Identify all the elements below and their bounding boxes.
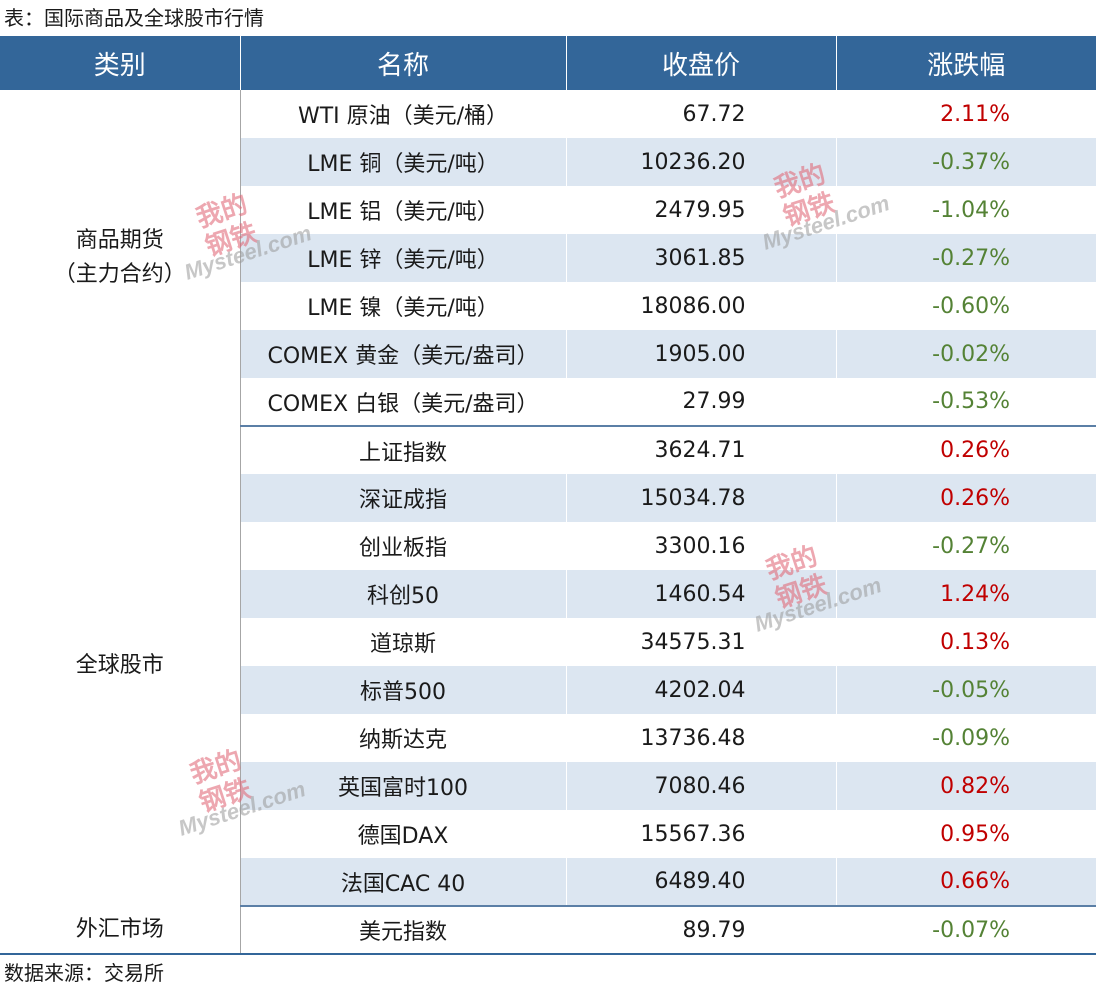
header-name: 名称: [240, 36, 567, 90]
name-cell: COMEX 黄金（美元/盎司）: [240, 330, 567, 378]
name-cell: 美元指数: [240, 906, 567, 955]
close-price-cell: 2479.95: [566, 186, 837, 234]
table-row: 科创50 1460.54 1.24%: [0, 570, 1096, 618]
name-cell: 法国CAC 40: [240, 858, 567, 907]
table-row: 创业板指 3300.16 -0.27%: [0, 522, 1096, 570]
table-row: 商品期货 （主力合约） WTI 原油（美元/桶） 67.72 2.11%: [0, 90, 1096, 426]
table-row: LME 锌（美元/吨） 3061.85 -0.27%: [0, 234, 1096, 282]
close-price-cell: 3061.85: [566, 234, 837, 282]
name-cell: 科创50: [240, 570, 567, 618]
close-price-cell: 10236.20: [566, 138, 837, 186]
table-row: COMEX 黄金（美元/盎司） 1905.00 -0.02%: [0, 330, 1096, 378]
category-label: 商品期货: [75, 228, 164, 253]
change-percent-cell: 0.66%: [836, 858, 1096, 907]
name-cell: 标普500: [240, 666, 567, 714]
close-price-cell: 67.72: [566, 90, 837, 138]
source-note: 数据来源：交易所: [4, 961, 164, 985]
table-body: 商品期货 （主力合约） WTI 原油（美元/桶） 67.72 2.11% LME 铜（美元…: [0, 90, 1096, 955]
change-percent-cell: -0.27%: [836, 234, 1096, 282]
change-percent-cell: 1.24%: [836, 570, 1096, 618]
name-cell: COMEX 白银（美元/盎司）: [240, 378, 567, 427]
close-price-cell: 18086.00: [566, 282, 837, 330]
close-price-cell: 4202.04: [566, 666, 837, 714]
table-row: 深证成指 15034.78 0.26%: [0, 474, 1096, 522]
change-percent-cell: 2.11%: [940, 101, 1010, 127]
close-price-cell: 3300.16: [566, 522, 837, 570]
close-price-cell: 13736.48: [566, 714, 837, 762]
close-price-cell: 7080.46: [566, 762, 837, 810]
table-row: 道琼斯 34575.31 0.13%: [0, 618, 1096, 666]
close-price-cell: 89.79: [566, 906, 837, 955]
table-row: 外汇市场 美元指数 89.79 -0.07%: [0, 906, 1096, 955]
change-percent-cell: -0.09%: [932, 725, 1010, 751]
close-price-cell: 3624.71: [566, 426, 837, 474]
category-cell: 全球股市: [0, 426, 241, 906]
table-header: 类别 名称 收盘价 涨跌幅: [0, 36, 1096, 90]
name-cell: 纳斯达克: [240, 714, 567, 762]
table-row: LME 铜（美元/吨） 10236.20 -0.37%: [0, 138, 1096, 186]
table-caption: 表：国际商品及全球股市行情: [4, 6, 264, 30]
name-cell: LME 锌（美元/吨）: [240, 234, 567, 282]
close-price-cell: 6489.40: [566, 858, 837, 907]
category-cell: 外汇市场: [0, 906, 241, 955]
change-percent-cell: 0.82%: [836, 762, 1096, 810]
category-label: 外汇市场: [75, 916, 164, 942]
name-cell: LME 铜（美元/吨）: [240, 138, 567, 186]
close-price-cell: 1905.00: [566, 330, 837, 378]
change-percent-cell: -0.02%: [836, 330, 1096, 378]
table-row: LME 镍（美元/吨） 18086.00 -0.60%: [0, 282, 1096, 330]
header-category: 类别: [0, 36, 241, 90]
close-price-cell: 34575.31: [566, 618, 837, 666]
change-percent-cell: -1.04%: [932, 197, 1010, 223]
change-percent-cell: -0.53%: [836, 378, 1096, 427]
market-table: 类别 名称 收盘价 涨跌幅 商品期货 （主力合约） WTI 原油（美元/桶） 67.7…: [0, 36, 1096, 955]
table-row: 英国富时100 7080.46 0.82%: [0, 762, 1096, 810]
change-percent-cell: 0.95%: [940, 821, 1010, 847]
table-row: 全球股市 上证指数 3624.71 0.26%: [0, 426, 1096, 906]
category-cell: 商品期货 （主力合约）: [0, 90, 241, 426]
name-cell: 深证成指: [240, 474, 567, 522]
change-percent-cell: 0.13%: [940, 629, 1010, 655]
name-cell: 创业板指: [240, 522, 567, 570]
category-label: 全球股市: [75, 653, 164, 678]
header-change: 涨跌幅: [836, 36, 1096, 90]
change-percent-cell: -0.60%: [932, 293, 1010, 319]
change-percent-cell: -0.07%: [836, 906, 1096, 955]
name-cell: 道琼斯: [240, 618, 567, 666]
name-cell: 上证指数: [240, 426, 567, 474]
close-price-cell: 15567.36: [566, 810, 837, 858]
change-percent-cell: -0.27%: [932, 533, 1010, 559]
close-price-cell: 15034.78: [566, 474, 837, 522]
name-cell: LME 铝（美元/吨）: [240, 186, 567, 234]
header-close: 收盘价: [566, 36, 837, 90]
table-row: LME 铝（美元/吨） 2479.95 -1.04%: [0, 186, 1096, 234]
change-percent-cell: 0.26%: [940, 438, 1010, 463]
change-percent-cell: 0.26%: [836, 474, 1096, 522]
table-row: COMEX 白银（美元/盎司） 27.99 -0.53%: [0, 378, 1096, 427]
name-cell: LME 镍（美元/吨）: [240, 282, 567, 330]
table-row: 标普500 4202.04 -0.05%: [0, 666, 1096, 714]
name-cell: WTI 原油（美元/桶）: [240, 90, 567, 138]
change-percent-cell: -0.05%: [836, 666, 1096, 714]
name-cell: 英国富时100: [240, 762, 567, 810]
close-price-cell: 27.99: [566, 378, 837, 427]
table-row: 德国DAX 15567.36 0.95%: [0, 810, 1096, 858]
table-row: 法国CAC 40 6489.40 0.66%: [0, 858, 1096, 907]
change-percent-cell: -0.37%: [836, 138, 1096, 186]
table-row: 纳斯达克 13736.48 -0.09%: [0, 714, 1096, 762]
category-sublabel: （主力合约）: [53, 262, 186, 287]
name-cell: 德国DAX: [240, 810, 567, 858]
close-price-cell: 1460.54: [566, 570, 837, 618]
